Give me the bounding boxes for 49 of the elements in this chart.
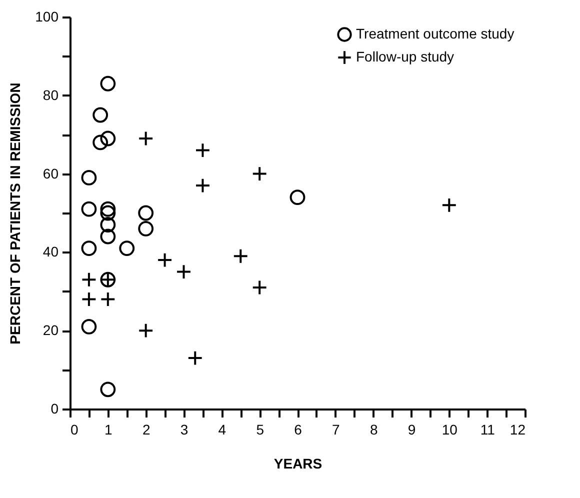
point [100, 130, 116, 146]
point [100, 76, 116, 92]
point [176, 264, 192, 280]
point [119, 240, 135, 256]
x-tick-label: 2 [142, 422, 150, 438]
point [100, 217, 116, 232]
point [100, 382, 116, 398]
x-tick-label: 7 [332, 422, 340, 438]
point [252, 166, 268, 182]
x-axis-title: YEARS [274, 456, 322, 472]
y-tick-label: 60 [42, 165, 59, 182]
point [81, 318, 97, 334]
point [81, 170, 97, 186]
x-tick-label: 4 [218, 422, 226, 438]
y-tick-label: 20 [42, 322, 59, 338]
point [81, 240, 97, 256]
x-tick-label: 10 [442, 422, 458, 438]
point [81, 272, 97, 288]
x-tick-label: 11 [480, 422, 496, 438]
x-tick-label: 1 [104, 422, 113, 438]
point [138, 205, 154, 221]
point [100, 205, 116, 221]
point [81, 292, 97, 307]
y-tick-label: 0 [50, 400, 59, 416]
point [81, 201, 97, 217]
point [92, 134, 108, 150]
x-tick-label: 3 [180, 422, 188, 438]
point [138, 322, 154, 338]
x-tick-label: 12 [510, 422, 526, 438]
point [290, 190, 306, 206]
y-tick-label: 80 [42, 86, 59, 103]
point [100, 228, 116, 244]
point [138, 220, 154, 236]
point [100, 201, 116, 217]
point [195, 142, 210, 158]
x-tick-label: 0 [70, 422, 78, 438]
point [92, 107, 108, 123]
point [100, 292, 116, 307]
y-tick-label: 100 [35, 8, 59, 24]
y-axis-title: PERCENT OF PATIENTS IN REMISSION [7, 82, 24, 344]
legend-label: Treatment outcome study [356, 26, 514, 42]
point [232, 248, 248, 264]
legend-label: Follow-up study [356, 48, 454, 64]
x-tick-label: 8 [370, 422, 378, 438]
x-tick-label: 9 [408, 422, 416, 438]
point [441, 197, 457, 213]
y-tick-label: 40 [42, 244, 59, 260]
x-tick-label: 5 [256, 422, 264, 438]
x-tick-label: 6 [294, 422, 302, 438]
